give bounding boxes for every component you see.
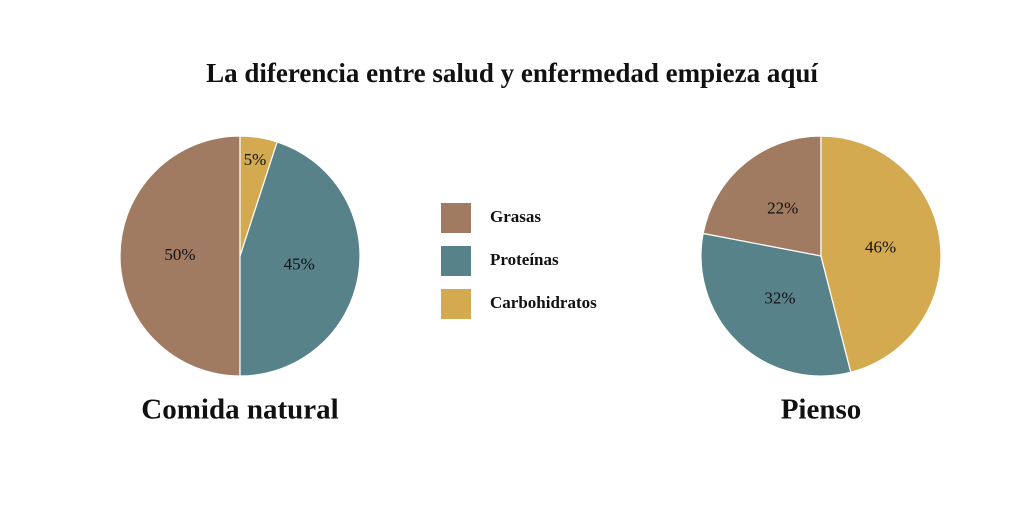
pie-slice xyxy=(239,135,278,257)
pie-title: Comida natural xyxy=(141,394,338,426)
slice-label: 5% xyxy=(244,150,267,169)
slice-label: 22% xyxy=(767,199,798,218)
pie-slice xyxy=(700,232,852,377)
legend-swatch xyxy=(441,203,471,233)
pie-title: Pienso xyxy=(781,394,862,426)
slice-label: 32% xyxy=(764,289,795,308)
legend-label: Grasas xyxy=(490,207,541,226)
legend-swatch xyxy=(441,289,471,319)
legend-label: Proteínas xyxy=(490,250,559,269)
slice-label: 45% xyxy=(284,254,315,273)
pie-slice xyxy=(702,135,822,257)
slice-label: 50% xyxy=(164,245,195,264)
legend-swatch xyxy=(441,246,471,276)
page-title: La diferencia entre salud y enfermedad e… xyxy=(206,58,818,88)
slice-label: 46% xyxy=(865,237,896,256)
pie-slice xyxy=(239,141,361,377)
legend-label: Carbohidratos xyxy=(490,293,597,312)
pie-slice xyxy=(119,135,241,377)
pie-slice xyxy=(820,135,942,373)
